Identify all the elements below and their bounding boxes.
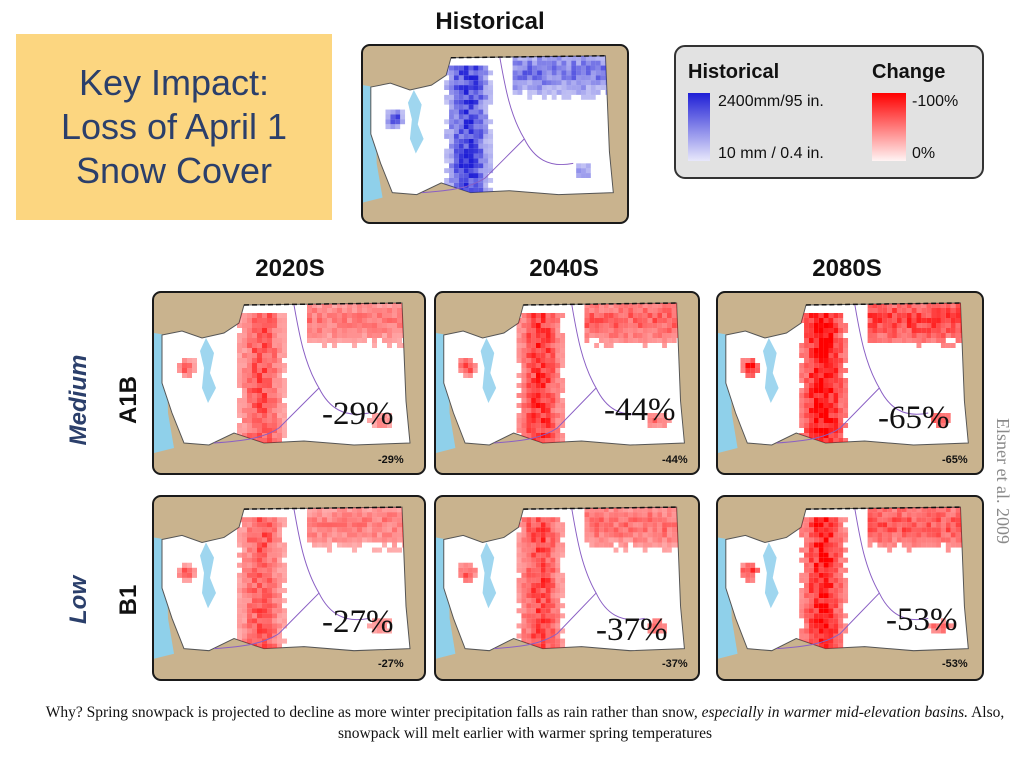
row-scenario-low: Low xyxy=(65,576,92,624)
legend-historical-min: 10 mm / 0.4 in. xyxy=(718,145,824,162)
ocean-shape xyxy=(363,85,383,203)
canada-border-line xyxy=(243,506,403,510)
small-percent-b1-2040s: -37% xyxy=(662,658,688,670)
river-lines xyxy=(776,509,929,650)
ocean-shape xyxy=(154,537,174,659)
puget-sound-shape xyxy=(480,542,497,609)
ocean-shape xyxy=(718,537,738,659)
historical-map xyxy=(361,44,629,224)
state-outline xyxy=(370,55,614,196)
legend-change-min: 0% xyxy=(912,145,936,162)
canada-border-line xyxy=(805,506,961,510)
state-outline xyxy=(443,506,685,652)
legend-historical-gradient xyxy=(688,93,710,161)
map-graphic xyxy=(718,302,969,453)
historical-title: Historical xyxy=(435,8,545,35)
puget-sound-shape xyxy=(762,542,779,609)
state-outline xyxy=(443,302,685,446)
key-impact-line-2: Loss of April 1 xyxy=(60,106,288,147)
snow-cells xyxy=(458,507,685,649)
state-outline xyxy=(161,302,411,446)
column-title-2020s: 2020S xyxy=(255,255,325,282)
legend-historical-heading: Historical xyxy=(688,61,780,83)
canada-border-line xyxy=(450,55,606,59)
big-percent-a1b-2020s: -29% xyxy=(322,396,394,432)
legend: Historical 2400mm/95 in. 10 mm / 0.4 in.… xyxy=(674,45,984,179)
caption-text-end: Also, snowpack will melt earlier with wa… xyxy=(337,704,1005,742)
big-percent-a1b-2040s: -44% xyxy=(604,392,676,428)
row-scenario-medium: Medium xyxy=(65,354,92,446)
map-b1-2080s xyxy=(716,495,984,681)
snow-cells xyxy=(177,507,410,649)
row-model-a1b: A1B xyxy=(115,376,142,425)
small-percent-b1-2020s: -27% xyxy=(378,658,404,670)
river-lines xyxy=(213,509,370,650)
puget-sound-shape xyxy=(762,338,779,403)
state-outline xyxy=(725,302,969,446)
canada-border-line xyxy=(805,302,961,306)
map-graphic xyxy=(718,506,969,659)
small-percent-a1b-2080s: -65% xyxy=(942,454,968,466)
ocean-shape xyxy=(718,333,738,453)
key-impact-line-3: Snow Cover xyxy=(75,150,273,191)
legend-change-heading: Change xyxy=(872,61,946,83)
map-b1-2020s xyxy=(152,495,426,681)
map-graphic xyxy=(436,302,685,453)
state-outline xyxy=(725,506,969,652)
small-percent-a1b-2020s: -29% xyxy=(378,454,404,466)
big-percent-b1-2080s: -53% xyxy=(886,602,958,638)
river-lines xyxy=(494,509,645,650)
column-title-2080s: 2080S xyxy=(812,255,882,282)
map-graphic xyxy=(154,302,411,453)
snow-cells xyxy=(177,303,410,443)
small-percent-b1-2080s: -53% xyxy=(942,658,968,670)
puget-sound-shape xyxy=(407,90,424,154)
caption-italic: especially in warmer mid-elevation basin… xyxy=(701,704,969,721)
caption: Why? Spring snowpack is projected to dec… xyxy=(40,702,1010,744)
row-model-b1: B1 xyxy=(115,584,142,616)
ocean-shape xyxy=(436,537,456,659)
column-title-2040s: 2040S xyxy=(529,255,599,282)
snow-cells xyxy=(458,303,685,443)
map-graphic xyxy=(363,55,614,203)
key-impact-line-1: Key Impact: xyxy=(78,62,270,103)
big-percent-b1-2040s: -37% xyxy=(596,612,668,648)
river-lines xyxy=(776,304,929,444)
caption-text: Why? Spring snowpack is projected to dec… xyxy=(45,704,702,721)
canada-border-line xyxy=(243,302,403,306)
ocean-shape xyxy=(154,333,174,453)
citation: Elsner et al. 2009 xyxy=(993,418,1013,544)
river-lines xyxy=(421,57,574,194)
puget-sound-shape xyxy=(480,338,497,403)
legend-change-max: -100% xyxy=(912,93,959,110)
puget-sound-shape xyxy=(200,542,216,609)
state-outline xyxy=(161,506,411,652)
big-percent-b1-2020s: -27% xyxy=(322,604,394,640)
map-a1b-2080s xyxy=(716,291,984,475)
map-a1b-2040s xyxy=(434,291,700,475)
key-impact-title: Key Impact: Loss of April 1 Snow Cover xyxy=(61,61,287,193)
legend-change-gradient xyxy=(872,93,906,161)
big-percent-a1b-2080s: -65% xyxy=(878,400,950,436)
legend-historical-max: 2400mm/95 in. xyxy=(718,93,824,110)
canada-border-line xyxy=(523,302,677,306)
map-graphic xyxy=(436,506,685,659)
river-lines xyxy=(494,304,645,444)
ocean-shape xyxy=(436,333,456,453)
small-percent-a1b-2040s: -44% xyxy=(662,454,688,466)
map-b1-2040s xyxy=(434,495,700,681)
canada-border-line xyxy=(523,506,677,510)
map-graphic xyxy=(154,506,411,659)
puget-sound-shape xyxy=(200,338,216,403)
river-lines xyxy=(213,304,370,444)
map-a1b-2020s xyxy=(152,291,426,475)
key-impact-box: Key Impact: Loss of April 1 Snow Cover xyxy=(16,34,332,220)
